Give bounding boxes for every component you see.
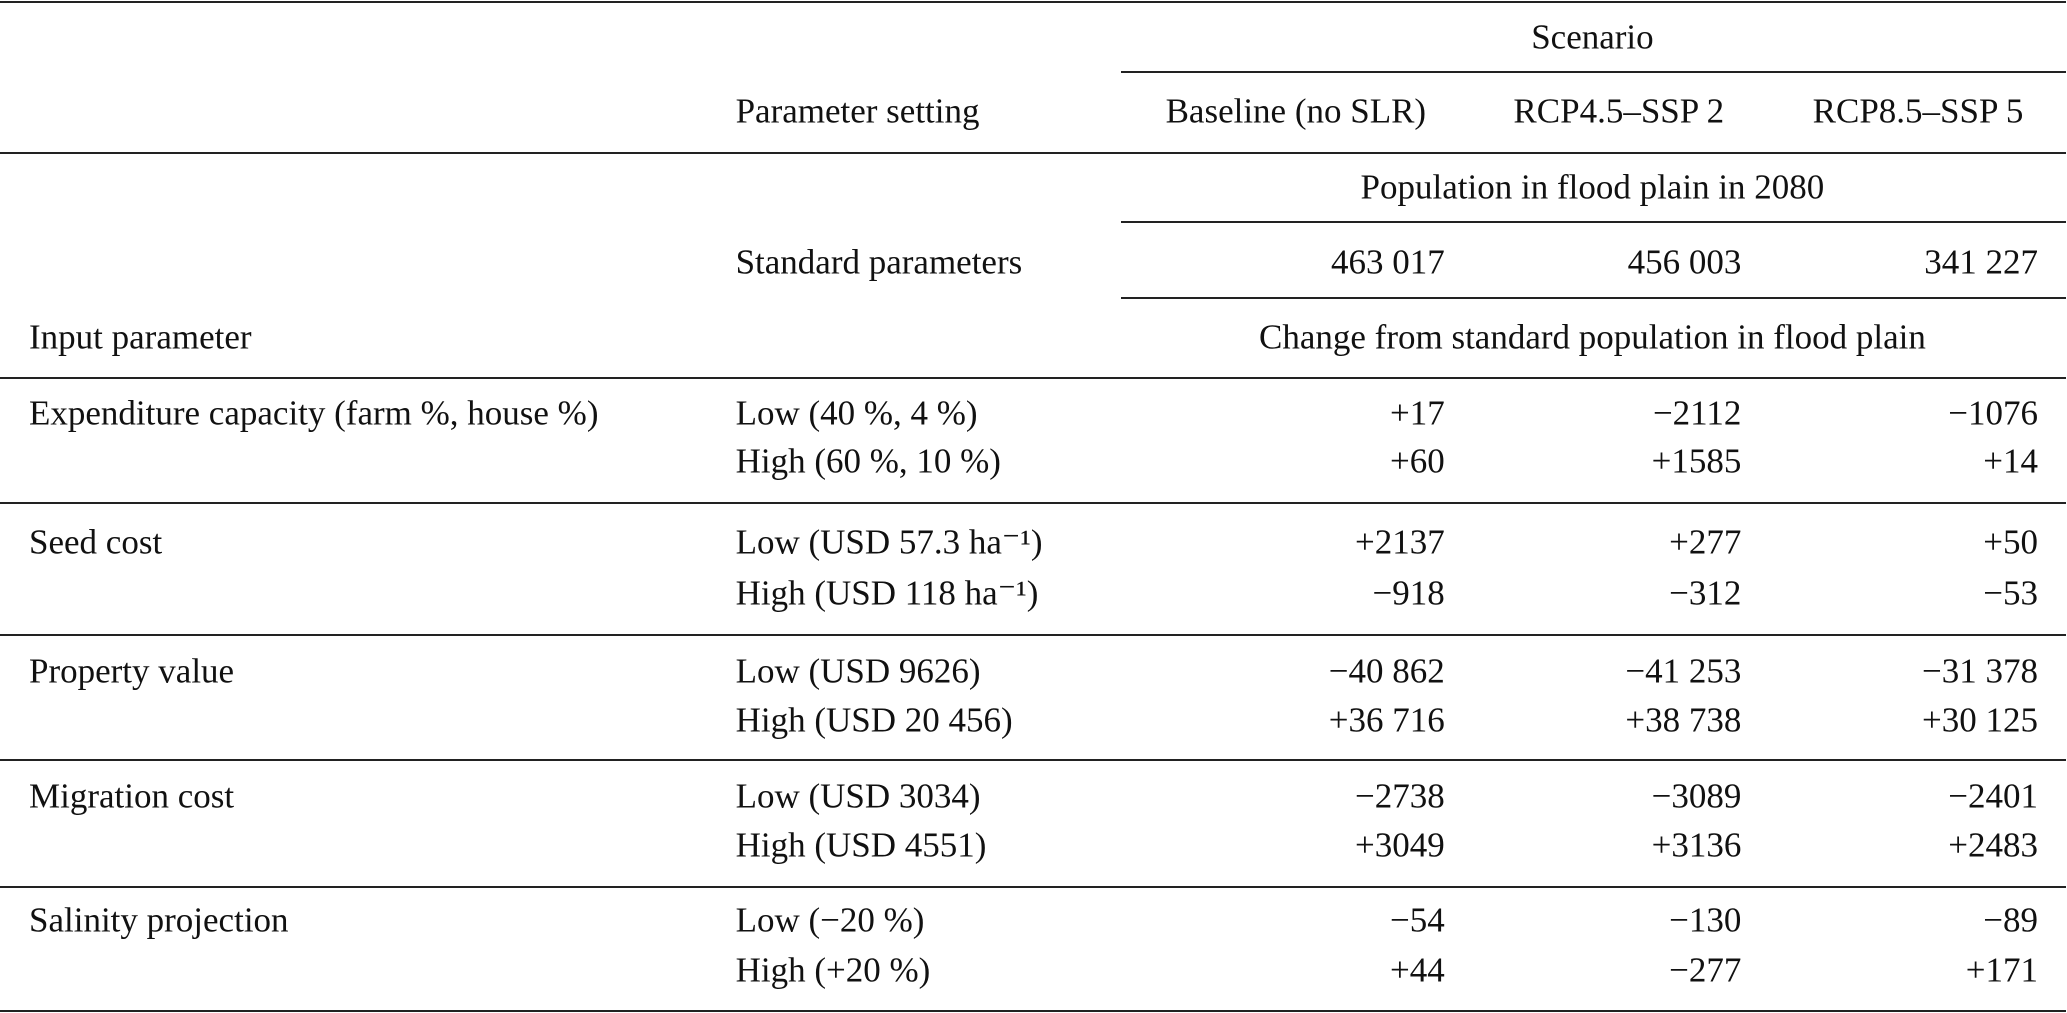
- cell-value: −918: [1372, 573, 1445, 613]
- parameter-setting: High (60 %, 10 %): [735, 441, 1001, 481]
- cell-value: −2112: [1652, 393, 1742, 433]
- parameter-setting: Low (40 %, 4 %): [735, 393, 978, 433]
- standard-value: 463 017: [1331, 242, 1445, 282]
- cell-value: −312: [1669, 573, 1742, 613]
- cell-value: −2401: [1948, 776, 2038, 816]
- scenario-name: Baseline (no SLR): [1165, 91, 1427, 131]
- cell-value: +30 125: [1921, 700, 2038, 740]
- input-parameter: Expenditure capacity (farm %, house %): [29, 393, 599, 433]
- cell-value: +50: [1983, 522, 2038, 562]
- rule: [0, 1, 2066, 4]
- cell-value: −53: [1983, 573, 2038, 613]
- cell-value: +1585: [1651, 441, 1742, 481]
- cell-value: +2483: [1948, 825, 2038, 865]
- parameter-setting: High (USD 20 456): [735, 700, 1013, 740]
- cell-value: +2137: [1355, 522, 1445, 562]
- cell-value: +36 716: [1328, 700, 1445, 740]
- column-header: Parameter setting: [735, 91, 980, 131]
- parameter-setting: Low (USD 57.3 ha⁻¹): [735, 522, 1043, 562]
- parameter-setting: High (USD 118 ha⁻¹): [735, 573, 1039, 613]
- cell-value: +60: [1390, 441, 1445, 481]
- cell-value: −3089: [1651, 776, 1742, 816]
- rule: [1120, 71, 2066, 74]
- input-parameter: Property value: [29, 651, 235, 691]
- subheader: Change from standard population in flood…: [1259, 317, 1926, 357]
- standard-value: 456 003: [1627, 242, 1742, 282]
- scenario-name: RCP8.5–SSP 5: [1812, 91, 2024, 131]
- parameter-setting: High (USD 4551): [735, 825, 987, 865]
- cell-value: −89: [1983, 900, 2038, 940]
- scenario-header: Scenario: [1531, 17, 1654, 57]
- cell-value: −1076: [1948, 393, 2038, 433]
- cell-value: +17: [1390, 393, 1445, 433]
- cell-value: +38 738: [1625, 700, 1742, 740]
- cell-value: −31 378: [1921, 651, 2038, 691]
- cell-value: +171: [1965, 950, 2038, 990]
- cell-value: +3049: [1355, 825, 1445, 865]
- cell-value: −54: [1390, 900, 1445, 940]
- subheader: Population in flood plain in 2080: [1360, 167, 1825, 207]
- parameter-setting: High (+20 %): [735, 950, 931, 990]
- parameter-setting: Low (USD 3034): [735, 776, 981, 816]
- standard-label: Standard parameters: [735, 242, 1023, 282]
- rule: [1120, 221, 2066, 224]
- scenario-name: RCP4.5–SSP 2: [1513, 91, 1725, 131]
- rule: [0, 759, 2066, 762]
- cell-value: −41 253: [1625, 651, 1742, 691]
- input-parameter: Migration cost: [29, 776, 235, 816]
- rule: [0, 634, 2066, 637]
- cell-value: +3136: [1651, 825, 1742, 865]
- parameter-setting: Low (−20 %): [735, 900, 925, 940]
- cell-value: −277: [1669, 950, 1742, 990]
- input-parameter: Salinity projection: [29, 900, 289, 940]
- cell-value: −130: [1669, 900, 1742, 940]
- standard-value: 341 227: [1924, 242, 2038, 282]
- parameter-setting: Low (USD 9626): [735, 651, 981, 691]
- cell-value: +14: [1983, 441, 2038, 481]
- rule: [0, 377, 2066, 380]
- rule: [1120, 296, 2066, 299]
- cell-value: +277: [1669, 522, 1742, 562]
- cell-value: +44: [1390, 950, 1445, 990]
- cell-value: −2738: [1355, 776, 1445, 816]
- rule: [0, 1009, 2066, 1012]
- rule: [0, 885, 2066, 888]
- column-header: Input parameter: [29, 317, 252, 357]
- input-parameter: Seed cost: [29, 522, 163, 562]
- rule: [0, 502, 2066, 505]
- rule: [0, 151, 2066, 154]
- cell-value: −40 862: [1328, 651, 1445, 691]
